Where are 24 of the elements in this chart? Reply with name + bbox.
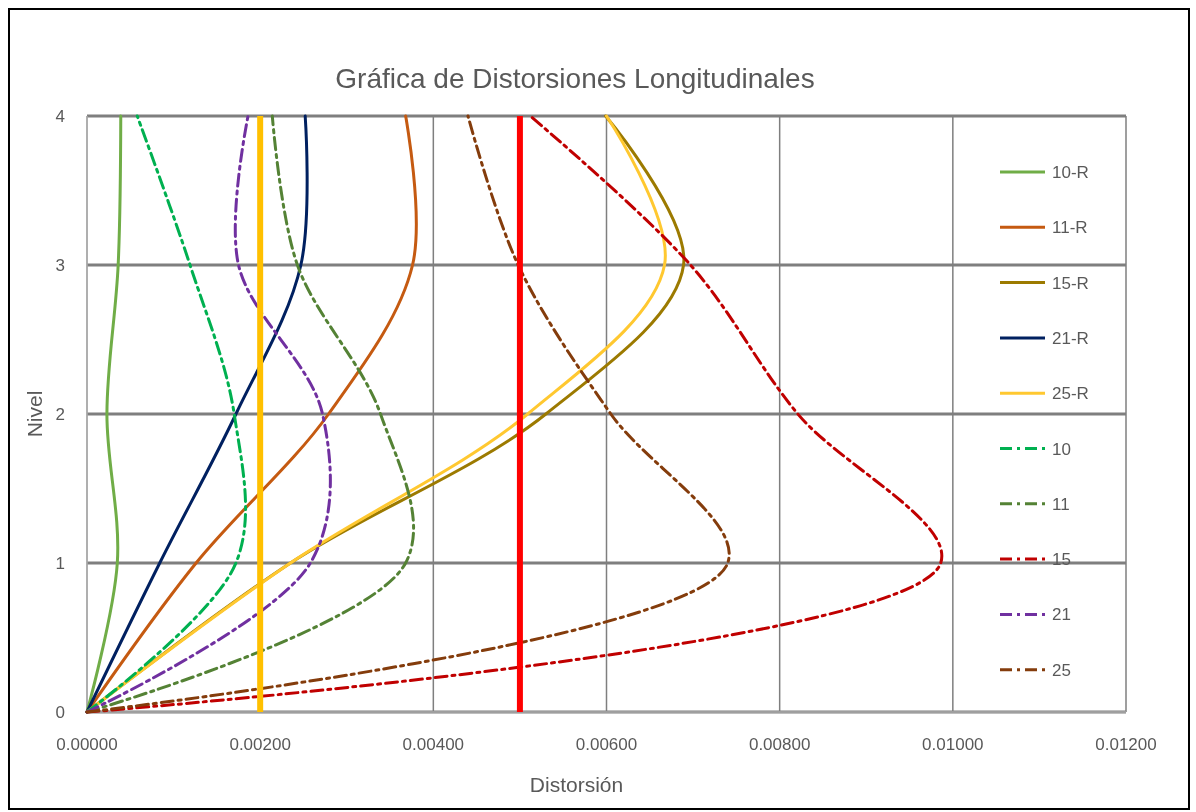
x-tick-label: 0.00200 [229, 735, 291, 754]
legend-label: 10 [1052, 439, 1071, 459]
x-tick-label: 0.01200 [1095, 735, 1157, 754]
chart-title: Gráfica de Distorsiones Longitudinales [335, 63, 815, 94]
y-tick-label: 4 [55, 107, 65, 126]
legend-label: 21 [1052, 605, 1071, 625]
legend-label: 25-R [1052, 384, 1089, 404]
x-tick-label: 0.00400 [402, 735, 465, 754]
legend-label: 15-R [1052, 273, 1089, 293]
x-tick-label: 0.00800 [748, 735, 811, 754]
x-tick-label: 0.01000 [922, 735, 984, 754]
y-tick-label: 0 [55, 703, 65, 722]
x-tick-label: 0.00600 [575, 735, 638, 754]
y-axis-title: Nivel [23, 390, 46, 438]
legend-label: 21-R [1052, 328, 1089, 348]
y-tick-label: 2 [55, 405, 65, 424]
legend-label: 11-R [1052, 218, 1088, 238]
x-axis-title: Distorsión [529, 773, 624, 796]
y-tick-label: 3 [55, 256, 65, 275]
legend-label: 25 [1052, 660, 1071, 680]
x-tick-label: 0.00000 [56, 735, 118, 754]
legend-label: 10-R [1052, 163, 1089, 182]
legend-label: 11 [1052, 494, 1070, 514]
y-tick-label: 1 [55, 554, 65, 573]
